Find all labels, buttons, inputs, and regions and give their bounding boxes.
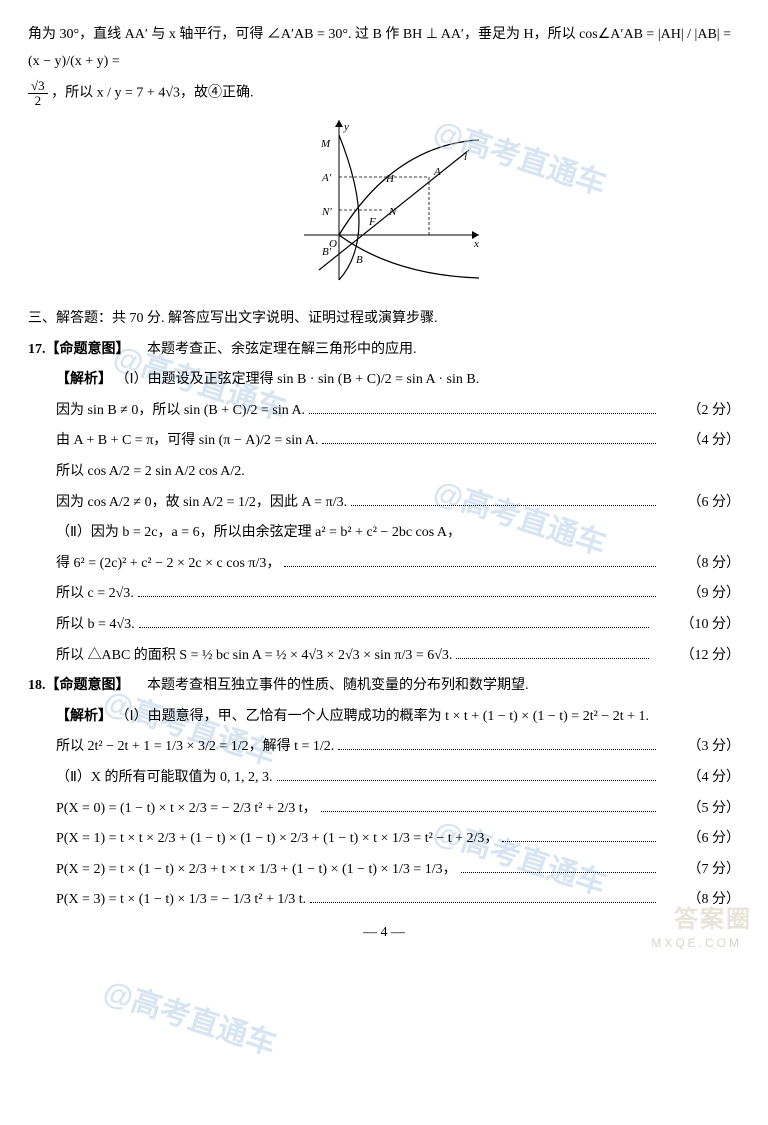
analysis-text: （Ⅰ）由题意得，甲、乙恰有一个人应聘成功的概率为 t × t + (1 − t)… xyxy=(116,709,649,724)
step-line: 所以 c = 2√3. （9 分） xyxy=(28,581,740,608)
step-line: 因为 sin B ≠ 0，所以 sin (B + C)/2 = sin A. （… xyxy=(28,398,740,425)
step-text: P(X = 2) = t × (1 − t) × 2/3 + t × t × 1… xyxy=(28,857,457,884)
watermark: @高考直通车 xyxy=(96,964,284,1074)
intent-label: 18.【命题意图】 xyxy=(28,678,130,693)
intent-line: 18.【命题意图】 本题考查相互独立事件的性质、随机变量的分布列和数学期望. xyxy=(28,673,740,700)
step-line: P(X = 0) = (1 − t) × t × 2/3 = − 2/3 t² … xyxy=(28,796,740,823)
score: （6 分） xyxy=(660,490,741,517)
svg-text:B′: B′ xyxy=(322,246,332,258)
score: （9 分） xyxy=(660,581,741,608)
step-line: （Ⅱ）X 的所有可能取值为 0, 1, 2, 3. （4 分） xyxy=(28,765,740,792)
score: （4 分） xyxy=(660,428,741,455)
dot-leader xyxy=(309,403,655,414)
intent-label: 17.【命题意图】 xyxy=(28,342,130,357)
score: （12 分） xyxy=(653,643,741,670)
dot-leader xyxy=(321,801,656,812)
step-text: 因为 cos A/2 ≠ 0，故 sin A/2 = 1/2，因此 A = π/… xyxy=(28,490,347,517)
analysis-text: （Ⅰ）由题设及正弦定理得 sin B · sin (B + C)/2 = sin… xyxy=(116,372,480,387)
svg-text:x: x xyxy=(473,238,479,250)
step-line: 得 6² = (2c)² + c² − 2 × 2c × c cos π/3， … xyxy=(28,551,740,578)
score: （8 分） xyxy=(660,551,741,578)
step-text: 所以 △ABC 的面积 S = ½ bc sin A = ½ × 4√3 × 2… xyxy=(28,643,452,670)
paragraph: √3 2 ，所以 x / y = 7 + 4√3，故④正确. xyxy=(28,79,740,107)
svg-text:N′: N′ xyxy=(321,206,332,218)
score: （2 分） xyxy=(660,398,741,425)
paragraph: 角为 30°，直线 AA′ 与 x 轴平行，可得 ∠A′AB = 30°. 过 … xyxy=(28,22,740,75)
step-text: 得 6² = (2c)² + c² − 2 × 2c × c cos π/3， xyxy=(28,551,280,578)
step-line: P(X = 3) = t × (1 − t) × 1/3 = − 1/3 t² … xyxy=(28,887,740,914)
step-line: 所以 △ABC 的面积 S = ½ bc sin A = ½ × 4√3 × 2… xyxy=(28,643,740,670)
step-line: 所以 2t² − 2t + 1 = 1/3 × 3/2 = 1/2，解得 t =… xyxy=(28,734,740,761)
step-text: P(X = 1) = t × t × 2/3 + (1 − t) × (1 − … xyxy=(28,826,498,853)
svg-text:l: l xyxy=(464,151,467,163)
score: （5 分） xyxy=(660,796,741,823)
dot-leader xyxy=(138,587,656,598)
svg-text:y: y xyxy=(343,121,349,133)
numerator: √3 xyxy=(28,79,48,94)
svg-text:A′: A′ xyxy=(321,172,332,184)
svg-text:A: A xyxy=(433,166,441,178)
dot-leader xyxy=(284,556,655,567)
fraction: √3 2 xyxy=(28,79,48,107)
step-text: 由 A + B + C = π，可得 sin (π − A)/2 = sin A… xyxy=(28,428,318,455)
svg-text:M: M xyxy=(320,138,331,150)
step-line: 所以 cos A/2 = 2 sin A/2 cos A/2. xyxy=(28,459,740,486)
step-text: 所以 c = 2√3. xyxy=(28,581,134,608)
score: （4 分） xyxy=(660,765,741,792)
dot-leader xyxy=(456,648,648,659)
step-line: 所以 b = 4√3. （10 分） xyxy=(28,612,740,639)
denominator: 2 xyxy=(28,94,48,108)
step-text: （Ⅱ）X 的所有可能取值为 0, 1, 2, 3. xyxy=(28,765,273,792)
step-text: P(X = 3) = t × (1 − t) × 1/3 = − 1/3 t² … xyxy=(28,887,306,914)
dot-leader xyxy=(338,740,655,751)
score: （6 分） xyxy=(660,826,741,853)
svg-text:H: H xyxy=(385,173,395,185)
dot-leader xyxy=(322,434,655,445)
step-line: 因为 cos A/2 ≠ 0，故 sin A/2 = 1/2，因此 A = π/… xyxy=(28,490,740,517)
step-line: （Ⅱ）因为 b = 2c，a = 6，所以由余弦定理 a² = b² + c² … xyxy=(28,520,740,547)
score: （3 分） xyxy=(660,734,741,761)
score: （7 分） xyxy=(660,857,741,884)
step-text: 因为 sin B ≠ 0，所以 sin (B + C)/2 = sin A. xyxy=(28,398,305,425)
dot-leader xyxy=(310,893,655,904)
step-line: P(X = 2) = t × (1 − t) × 2/3 + t × t × 1… xyxy=(28,857,740,884)
analysis-line: 【解析】 （Ⅰ）由题意得，甲、乙恰有一个人应聘成功的概率为 t × t + (1… xyxy=(28,704,740,731)
svg-text:N: N xyxy=(388,206,397,218)
score: （10 分） xyxy=(653,612,741,639)
dot-leader xyxy=(139,617,649,628)
analysis-label: 【解析】 xyxy=(56,372,112,387)
intent-text: 本题考查相互独立事件的性质、随机变量的分布列和数学期望. xyxy=(133,678,529,693)
parabola-diagram: y x O M A A′ H F N N′ B B′ l xyxy=(284,115,484,285)
step-text: 所以 2t² − 2t + 1 = 1/3 × 3/2 = 1/2，解得 t =… xyxy=(28,734,334,761)
step-line: 由 A + B + C = π，可得 sin (π − A)/2 = sin A… xyxy=(28,428,740,455)
svg-text:B: B xyxy=(356,254,363,266)
analysis-line: 【解析】 （Ⅰ）由题设及正弦定理得 sin B · sin (B + C)/2 … xyxy=(28,367,740,394)
text: ，所以 x / y = 7 + 4√3，故④正确. xyxy=(51,86,253,101)
page-number: — 4 — xyxy=(28,920,740,947)
svg-text:F: F xyxy=(368,216,376,228)
intent-line: 17.【命题意图】 本题考查正、余弦定理在解三角形中的应用. xyxy=(28,337,740,364)
analysis-label: 【解析】 xyxy=(56,709,112,724)
intent-text: 本题考查正、余弦定理在解三角形中的应用. xyxy=(133,342,417,357)
dot-leader xyxy=(502,831,655,842)
step-text: 所以 b = 4√3. xyxy=(28,612,135,639)
dot-leader xyxy=(351,495,655,506)
dot-leader xyxy=(461,862,656,873)
section-header: 三、解答题：共 70 分. 解答应写出文字说明、证明过程或演算步骤. xyxy=(28,306,740,333)
figure: y x O M A A′ H F N N′ B B′ l xyxy=(28,115,740,296)
score: （8 分） xyxy=(660,887,741,914)
dot-leader xyxy=(277,770,656,781)
step-text: P(X = 0) = (1 − t) × t × 2/3 = − 2/3 t² … xyxy=(28,796,317,823)
step-line: P(X = 1) = t × t × 2/3 + (1 − t) × (1 − … xyxy=(28,826,740,853)
